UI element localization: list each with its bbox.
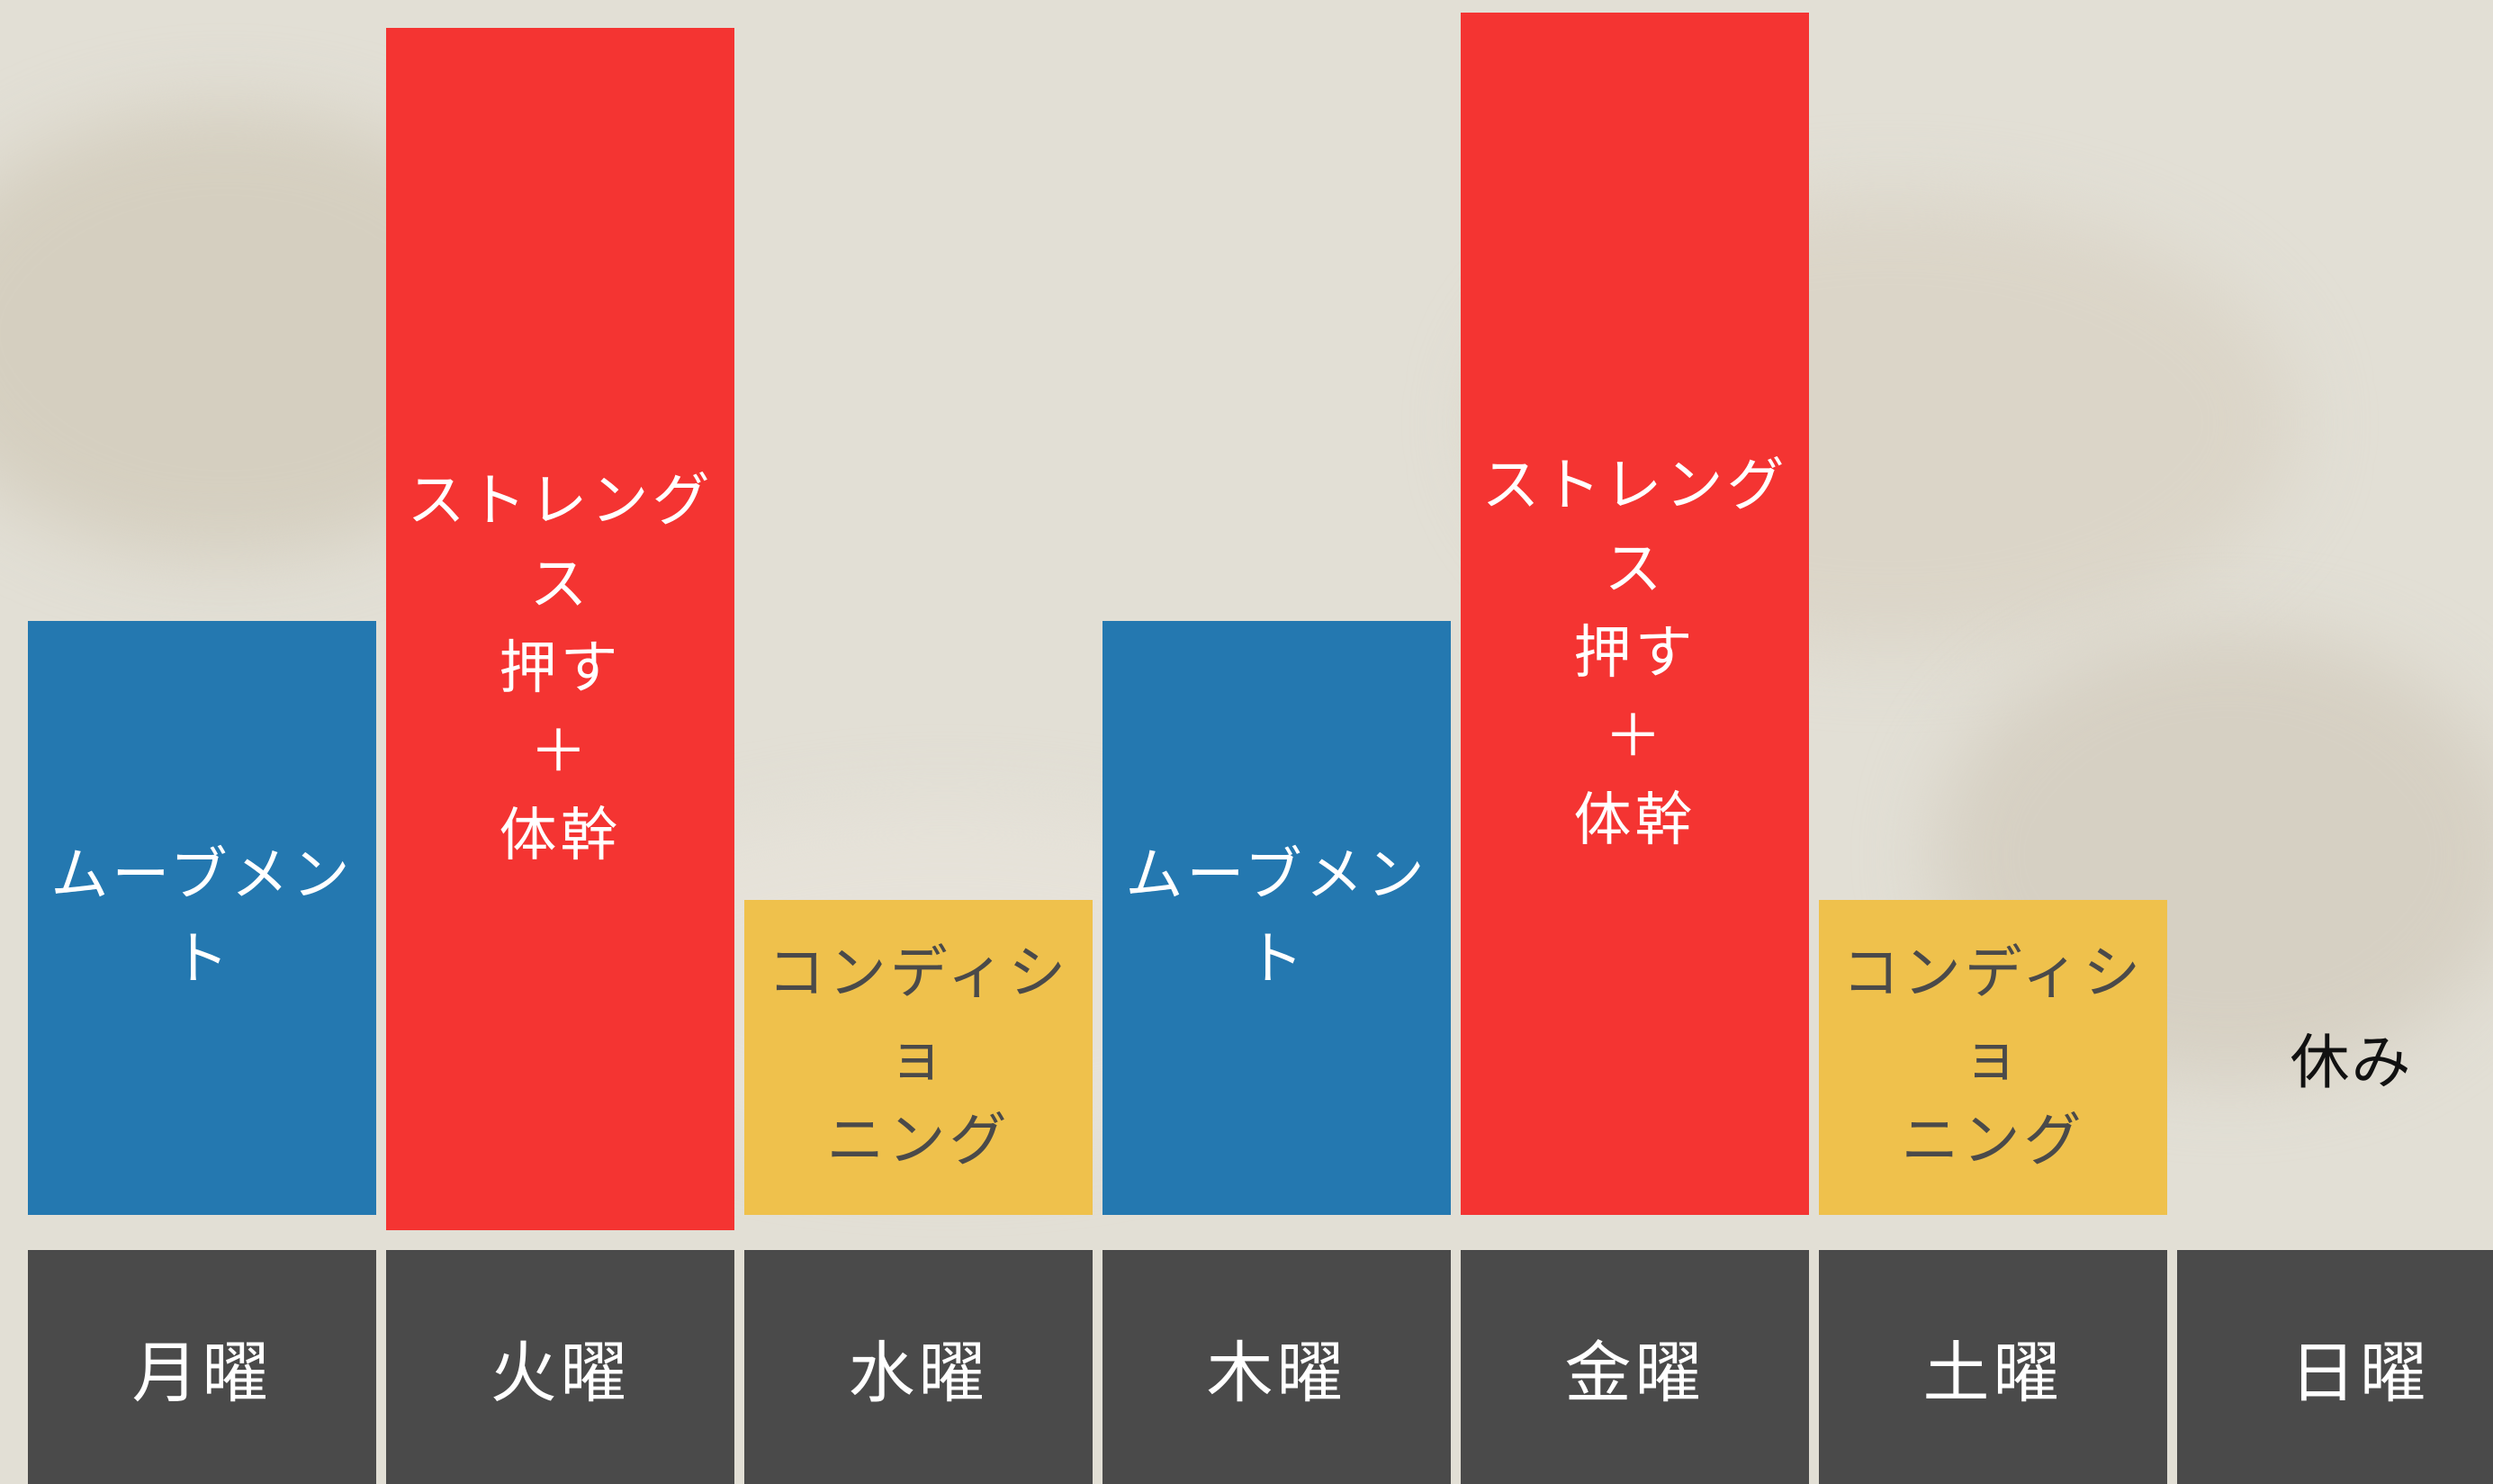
activity-block-saturday: コンディショ ニング — [1819, 900, 2167, 1215]
activity-label: ムーブメント — [50, 842, 354, 993]
activity-label: ストレングス 押す ＋ 体幹 — [1481, 453, 1788, 854]
day-tile-saturday: 土曜 — [1819, 1250, 2167, 1484]
activity-block-sunday: 休み — [2177, 972, 2493, 1143]
day-label: 金曜 — [1564, 1334, 1706, 1412]
day-tile-tuesday: 火曜 — [386, 1250, 734, 1484]
activity-label: コンディショ ニング — [1841, 940, 2145, 1174]
activity-block-tuesday: ストレングス 押す ＋ 体幹 — [386, 28, 734, 1230]
day-tile-sunday: 日曜 — [2177, 1250, 2493, 1484]
activity-block-wednesday: コンディショ ニング — [744, 900, 1093, 1215]
activity-label: ストレングス 押す ＋ 体幹 — [407, 468, 714, 869]
day-tile-wednesday: 水曜 — [744, 1250, 1093, 1484]
day-label: 日曜 — [2290, 1334, 2430, 1412]
rest-label: 休み — [2290, 1028, 2413, 1097]
day-label: 土曜 — [1922, 1334, 2064, 1412]
day-label: 月曜 — [131, 1334, 273, 1412]
day-tile-monday: 月曜 — [28, 1250, 376, 1484]
day-label: 火曜 — [490, 1334, 631, 1412]
activity-block-monday: ムーブメント — [28, 621, 376, 1215]
day-label: 水曜 — [848, 1334, 989, 1412]
day-tile-thursday: 木曜 — [1102, 1250, 1451, 1484]
activity-block-friday: ストレングス 押す ＋ 体幹 — [1461, 13, 1809, 1215]
activity-label: ムーブメント — [1125, 842, 1428, 993]
activity-label: コンディショ ニング — [767, 940, 1070, 1174]
activity-block-thursday: ムーブメント — [1102, 621, 1451, 1215]
day-label: 木曜 — [1206, 1334, 1347, 1412]
day-tile-friday: 金曜 — [1461, 1250, 1809, 1484]
